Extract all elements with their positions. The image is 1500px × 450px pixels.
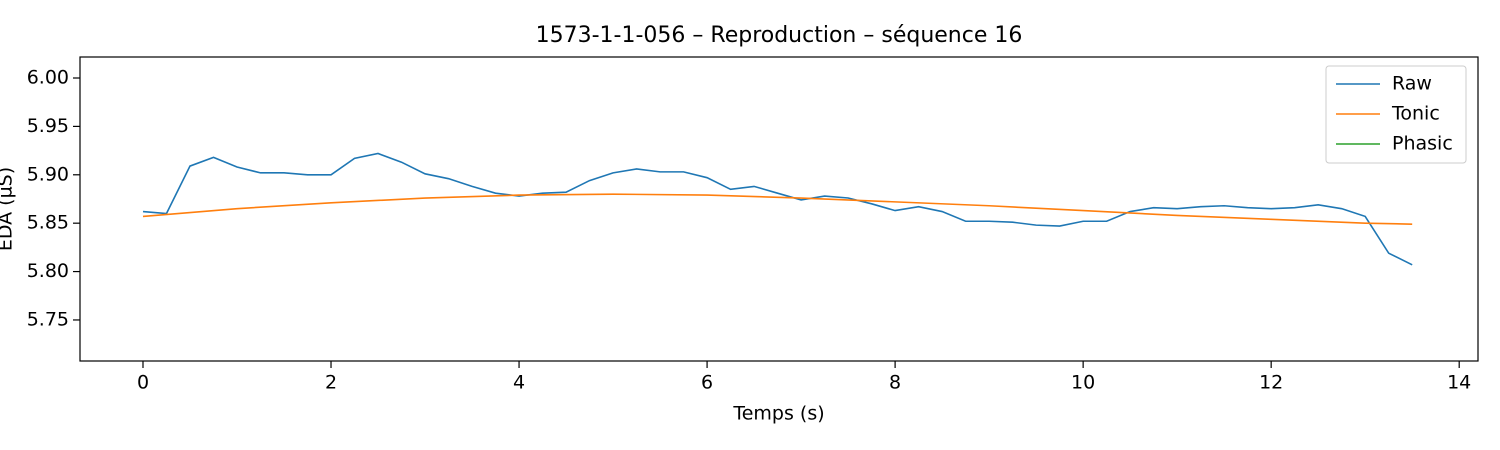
x-tick-label: 14 xyxy=(1447,372,1471,394)
y-tick-label: 5.95 xyxy=(27,115,69,137)
x-tick-label: 2 xyxy=(325,372,337,394)
axes-frame xyxy=(79,56,1479,362)
x-axis-label: Temps (s) xyxy=(732,403,824,425)
y-tick-label: 5.80 xyxy=(27,260,69,282)
x-tick-label: 4 xyxy=(513,372,525,394)
y-tick-label: 5.85 xyxy=(27,212,69,234)
plot-area xyxy=(142,152,1413,266)
legend-label: Phasic xyxy=(1392,133,1453,155)
legend: Raw Tonic Phasic xyxy=(1325,65,1467,164)
y-axis-label: EDA (µS) xyxy=(0,167,17,251)
y-tick-label: 5.75 xyxy=(27,308,69,330)
x-tick-label: 10 xyxy=(1071,372,1095,394)
legend-label: Raw xyxy=(1392,73,1432,95)
x-tick-label: 12 xyxy=(1259,372,1283,394)
x-tick-label: 8 xyxy=(889,372,901,394)
x-tick-label: 0 xyxy=(137,372,149,394)
legend-label: Tonic xyxy=(1391,103,1440,125)
chart-title: 1573-1-1-056 – Reproduction – séquence 1… xyxy=(536,23,1023,48)
series-line xyxy=(142,193,1413,225)
y-tick-label: 6.00 xyxy=(27,67,69,89)
x-tick-label: 6 xyxy=(701,372,713,394)
legend-box xyxy=(1325,65,1467,164)
series-line xyxy=(142,152,1413,266)
y-tick-label: 5.90 xyxy=(27,163,69,185)
